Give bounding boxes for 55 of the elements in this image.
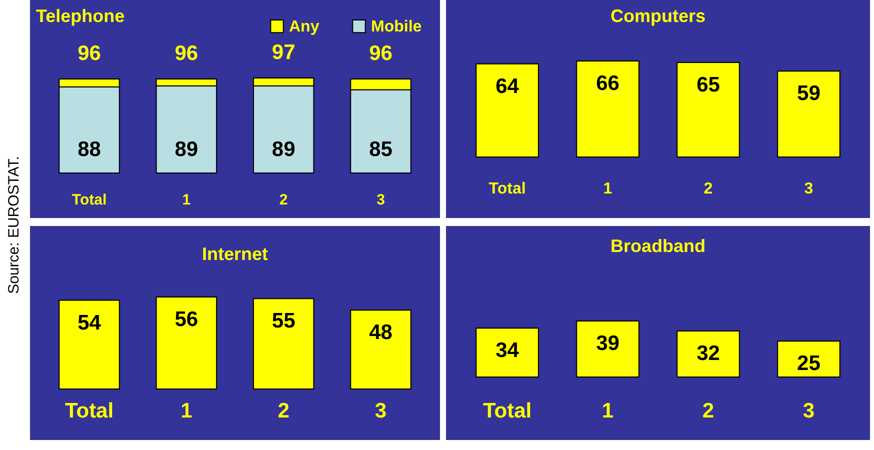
data-label: 59 (797, 82, 820, 106)
data-label: 54 (78, 311, 102, 334)
x-tick-label: 3 (804, 180, 814, 198)
data-label: 65 (696, 73, 720, 96)
x-tick-label: 2 (702, 400, 714, 422)
data-label: 85 (369, 138, 393, 161)
legend-label: Mobile (371, 18, 422, 36)
x-tick-label: Total (482, 400, 532, 422)
total-label: 96 (369, 42, 392, 65)
data-label: 89 (174, 138, 198, 161)
data-label: 89 (272, 138, 296, 161)
chart-title: Computers (610, 6, 706, 26)
source-note: Source: EUROSTAT. (6, 156, 22, 294)
x-tick-label: 1 (180, 400, 193, 422)
x-tick-label: 3 (376, 192, 385, 208)
data-label: 34 (496, 339, 520, 362)
bar (777, 70, 840, 158)
data-label: 64 (496, 74, 520, 98)
chart-title: Internet (202, 244, 268, 264)
data-label: 56 (174, 308, 198, 331)
x-tick-label: Total (72, 192, 107, 208)
bar (777, 340, 840, 378)
x-tick-label: 1 (602, 400, 614, 422)
bar (576, 60, 640, 158)
chart-title: Broadband (610, 236, 706, 256)
x-tick-label: Total (488, 180, 526, 198)
data-label: 66 (596, 72, 620, 95)
bar (676, 62, 740, 158)
bar (350, 310, 412, 390)
bar (252, 298, 314, 390)
total-label: 97 (272, 41, 296, 64)
x-tick-label: 2 (704, 180, 713, 198)
data-label: 55 (272, 310, 296, 333)
legend-label: Any (289, 18, 320, 36)
data-label: 48 (369, 321, 393, 344)
x-tick-label: 2 (279, 192, 288, 208)
bar (476, 328, 539, 378)
data-label: 32 (696, 342, 720, 366)
data-label: 39 (596, 332, 620, 355)
data-label: 88 (78, 138, 102, 161)
bar (576, 320, 640, 378)
bar (58, 300, 120, 390)
x-tick-label: 3 (374, 400, 387, 422)
total-label: 96 (78, 42, 101, 65)
bar (676, 330, 740, 378)
x-tick-label: 1 (603, 180, 612, 198)
x-tick-label: 1 (182, 192, 191, 208)
chart-title: Telephone (36, 6, 125, 26)
x-tick-label: Total (64, 400, 114, 422)
bar (156, 296, 218, 390)
bar (476, 63, 539, 158)
x-tick-label: 2 (278, 400, 290, 422)
data-label: 25 (797, 352, 821, 376)
x-tick-label: 3 (802, 400, 815, 422)
total-label: 96 (174, 42, 198, 65)
